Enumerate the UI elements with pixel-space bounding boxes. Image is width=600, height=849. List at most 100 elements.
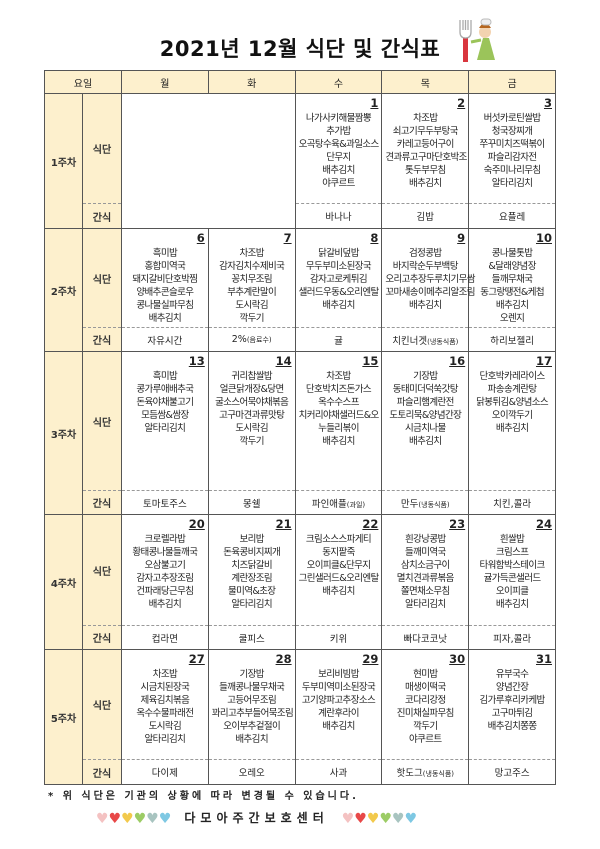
day-menu-cell: 23 흰강낭콩밥 들깨미역국 삼치소금구이 멸치견과류볶음 쫄면채소무침 알타리김치 <box>381 514 470 626</box>
menu-item: 감자고로케튀김 <box>310 274 368 285</box>
day-snack-cell: 사과 <box>294 759 383 785</box>
date-number: 20 <box>188 517 205 531</box>
menu-item: 버섯카로틴쌀밥 <box>483 113 542 124</box>
menu-label: 식단 <box>82 649 122 760</box>
day-snack-cell: 핫도그(냉동식품) <box>381 759 470 785</box>
week-label: 1주차 <box>44 93 83 229</box>
menu-item: 치즈닭갈비 <box>231 560 273 571</box>
day-menu-cell: 30 현미밥 매생이떡국 코다리강정 진미채실파무침 깍두기 야쿠르트 <box>381 649 470 760</box>
menu-item: 흰쌀밥 <box>499 534 525 545</box>
menu-item: 꽈리고추부들어묵조림 <box>211 708 294 719</box>
menu-item: 견과류고구마단호박조 <box>385 152 467 163</box>
menu-items: 흰쌀밥 크림스프 타워함박스테이크 귤가득콘샐러드 오이피클 배추김치 <box>472 533 552 611</box>
day-snack-cell: 컵라면 <box>121 625 209 650</box>
menu-item: 귀리찹쌀밥 <box>231 371 273 382</box>
menu-item: 돈육콩비지찌개 <box>223 547 281 558</box>
menu-item: 배추김치 <box>495 423 529 434</box>
menu-item: 야쿠르트 <box>409 734 442 745</box>
menu-item: 차조밥 <box>152 669 178 680</box>
menu-items: 차조밥 단호박치즈돈가스 옥수수스프 치커리야채샐러드&오 누들리볶이 배추김치 <box>299 370 380 448</box>
day-snack-cell: 요플레 <box>468 203 556 229</box>
menu-item: 오이피클&단무지 <box>306 560 371 571</box>
menu-item: 양배추콘슬로우 <box>136 287 194 298</box>
menu-item: 깍두기 <box>413 721 438 732</box>
date-number: 1 <box>370 96 379 110</box>
snack-item: 자유시간 <box>147 335 183 347</box>
menu-item: &달래양념장 <box>488 261 536 272</box>
snack-item: 핫도그 <box>396 768 423 779</box>
menu-item: 배추김치 <box>409 178 442 189</box>
day-menu-cell: 15 차조밥 단호박치즈돈가스 옥수수스프 치커리야채샐러드&오 누들리볶이 배추김치 <box>294 351 383 491</box>
menu-item: 돼지갈비단호박찜 <box>132 274 198 285</box>
menu-items: 보리밥 돈육콩비지찌개 치즈닭갈비 계란장조림 물미역&초장 알타리김치 <box>212 533 292 611</box>
menu-item: 톳두부무침 <box>404 165 446 176</box>
week-label: 3주차 <box>44 351 83 515</box>
menu-item: 계란장조림 <box>231 573 273 584</box>
heart-icon: ♥ <box>354 811 367 827</box>
week-menu-row: 1주차 식단 1 나가사키해물짬뽕 추가밥 오곡탕수육&과일소스 단무지 배추김치 야쿠르트 2 차… <box>44 93 556 229</box>
day-menu-cell: 7 차조밥 감자김치수제비국 꽁치무조림 부추계란말이 도시락김 깍두기 <box>207 228 296 328</box>
day-menu-cell: 29 보리비빔밥 두부미역미소된장국 고기양파고추장소스 계란후라이 배추김치 <box>294 649 383 760</box>
menu-item: 현미밥 <box>413 669 438 680</box>
menu-item: 알타리김치 <box>404 599 446 610</box>
day-snack-cell: 바나나 <box>294 203 383 229</box>
menu-item: 꽁치무조림 <box>231 274 273 285</box>
menu-item: 보리밥 <box>239 534 264 545</box>
day-snack-cell: 귤 <box>294 327 383 352</box>
snack-item: 2% <box>231 334 247 345</box>
snack-note: (냉동식품) <box>427 337 459 346</box>
date-number: 9 <box>457 231 466 245</box>
snack-note: (과일) <box>346 500 366 509</box>
menu-item: 파송송계란탕 <box>487 384 537 395</box>
date-number: 15 <box>362 354 379 368</box>
menu-item: 계란후라이 <box>318 708 359 719</box>
header-day: 화 <box>207 70 296 94</box>
menu-item: 오삼불고기 <box>144 560 186 571</box>
day-menu-cell: 31 유부국수 양념간장 김가루후리카케밥 고구마튀김 배추김치쫑쫑 <box>468 649 556 760</box>
week-snack-row: 간식 컵라면 쿨피스 키위 빠다코코낫 피자,콜라 <box>45 625 556 650</box>
menu-item: 제육김치볶음 <box>140 695 190 706</box>
menu-item: 들깨미역국 <box>404 547 446 558</box>
snack-item: 키위 <box>329 633 348 645</box>
day-menu-cell: 10 콩나물톳밥 &달래양념장 들깨무채국 동그랑땡전&케첩 배추김치 오렌지 <box>468 228 556 328</box>
snack-label: 간식 <box>82 327 122 352</box>
date-number: 28 <box>275 652 292 666</box>
menu-item: 타워함박스테이크 <box>479 560 546 571</box>
snack-item: 만두 <box>400 498 419 510</box>
snack-label: 간식 <box>82 759 122 785</box>
menu-label: 식단 <box>82 351 122 491</box>
day-menu-cell: 14 귀리찹쌀밥 얼큰닭개장&당면 굴소스어묵야채볶음 고구마견과류맛탕 도시락김 깍두기 <box>207 351 296 491</box>
snack-item: 빠다코코낫 <box>403 633 448 645</box>
menu-item: 매생이떡국 <box>404 682 446 693</box>
menu-item: 깍두기 <box>239 313 264 324</box>
menu-item: 진미채실파무침 <box>396 708 455 719</box>
menu-label: 식단 <box>82 514 122 626</box>
week-label: 2주차 <box>44 228 83 352</box>
menu-item: 흰강낭콩밥 <box>404 534 446 545</box>
day-snack-cell: 하리보젤리 <box>468 327 556 352</box>
day-snack-cell: 자유시간 <box>121 327 209 352</box>
day-menu-cell: 21 보리밥 돈육콩비지찌개 치즈닭갈비 계란장조림 물미역&초장 알타리김치 <box>207 514 296 626</box>
date-number: 14 <box>275 354 292 368</box>
menu-item: 도토리묵&양념간장 <box>389 410 462 421</box>
day-snack-cell: 2%(음료수) <box>207 327 296 352</box>
menu-item: 배추김치 <box>495 599 529 610</box>
menu-item: 쫄면채소무침 <box>400 586 450 597</box>
hearts-left: ♥♥♥♥♥♥ <box>96 808 171 827</box>
menu-item: 배추김치 <box>409 300 442 311</box>
header-day: 월 <box>121 70 209 94</box>
day-menu-cell: 8 닭갈비덮밥 무두부미소된장국 감자고로케튀김 샐러드우동&오리엔탈 배추김치 <box>294 228 383 328</box>
menu-items: 현미밥 매생이떡국 코다리강정 진미채실파무침 깍두기 야쿠르트 <box>385 668 465 746</box>
menu-item: 숙주미나리무침 <box>483 165 542 176</box>
menu-item: 배추김치쫑쫑 <box>487 721 537 732</box>
menu-item: 감자김치수제비국 <box>219 261 285 272</box>
snack-label: 간식 <box>82 203 122 229</box>
snack-label: 간식 <box>82 490 122 515</box>
snack-item: 피자,콜라 <box>493 633 532 645</box>
menu-item: 검정콩밥 <box>409 248 442 259</box>
menu-item: 동그랑땡전&케첩 <box>480 287 544 298</box>
week-menu-row: 2주차 식단 6 흑미밥 홍합미역국 돼지갈비단호박찜 양배추콘슬로우 콩나물실파무침 배추김치… <box>44 228 556 352</box>
date-number: 27 <box>188 652 205 666</box>
menu-item: 알타리김치 <box>231 599 273 610</box>
menu-item: 김가루후리카케밥 <box>479 695 546 706</box>
